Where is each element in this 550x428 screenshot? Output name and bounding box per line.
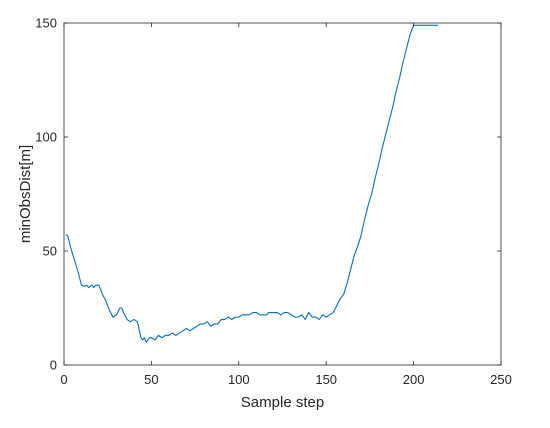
y-tick-label: 150 (35, 16, 57, 31)
x-axis-label: Sample step (241, 394, 324, 411)
series-line-0 (65, 24, 439, 343)
y-tick-label: 100 (35, 130, 57, 145)
x-tick-label: 200 (403, 372, 425, 387)
x-tick-label: 0 (60, 372, 67, 387)
y-tick-label: 50 (43, 244, 57, 259)
x-tick-label: 150 (315, 372, 337, 387)
x-tick-label: 250 (490, 372, 512, 387)
y-tick-label: 0 (50, 358, 57, 373)
axes-box (63, 22, 502, 366)
y-axis-label: minObsDist[m] (17, 145, 34, 243)
x-tick-label: 50 (144, 372, 158, 387)
plot-layer (65, 24, 439, 343)
x-tick-label: 100 (228, 372, 250, 387)
